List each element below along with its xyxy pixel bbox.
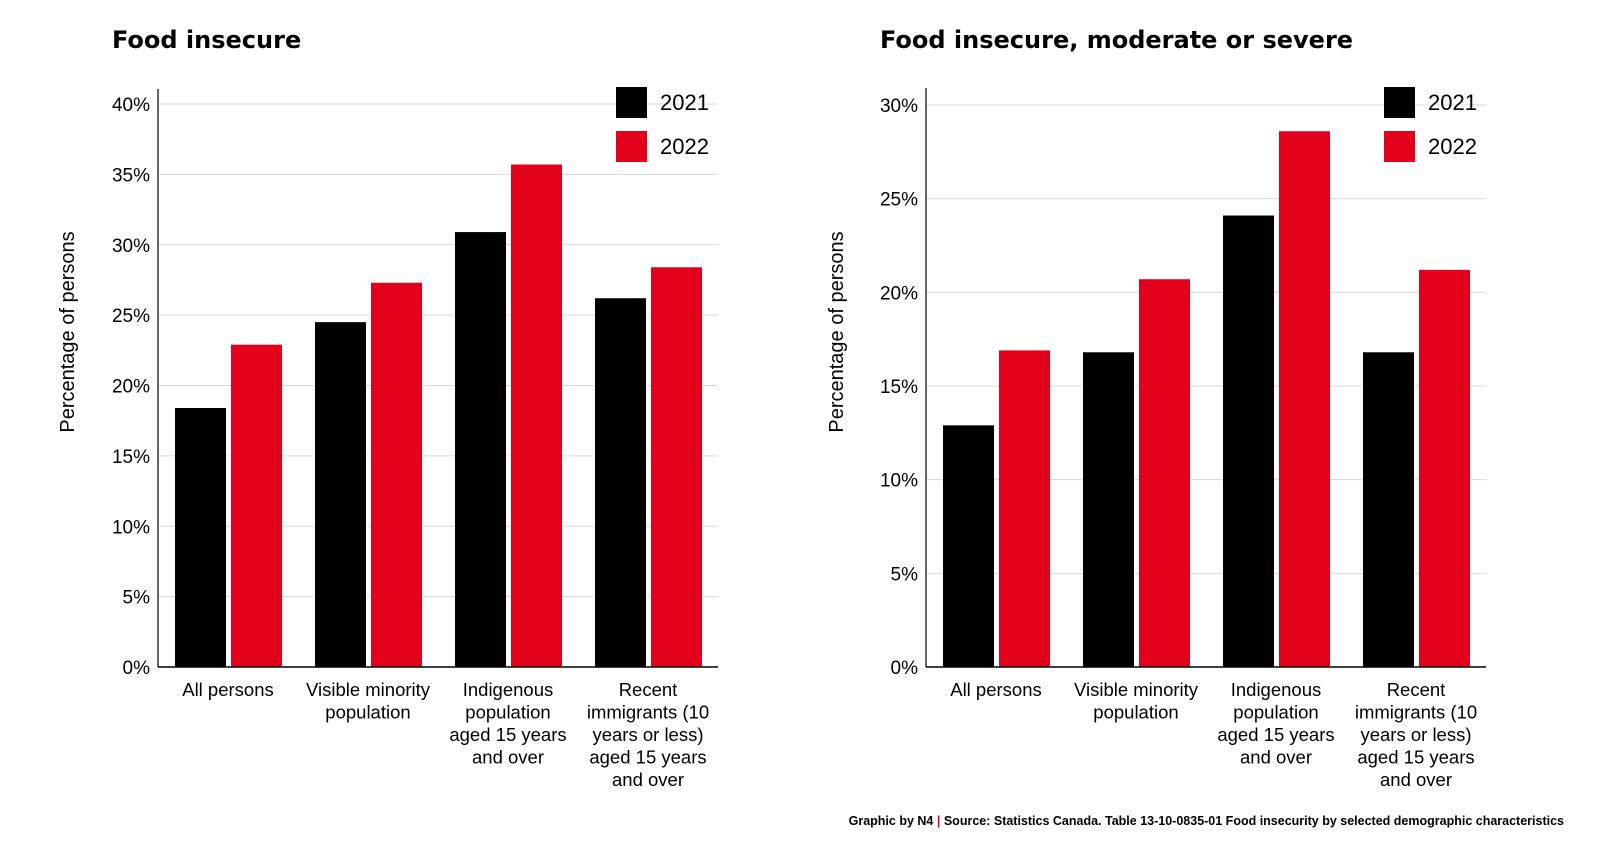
bar-2022 [511, 164, 562, 667]
x-category-label-line: aged 15 years [449, 724, 566, 745]
x-category-label-line: population [1233, 702, 1318, 723]
legend-label-2022: 2022 [1428, 134, 1477, 159]
x-category-label: Recent immigrants (10 years or less) aged 1… [587, 679, 709, 790]
y-tick-label: 30% [112, 236, 150, 257]
bar-2021 [175, 408, 226, 667]
footer-credit: Graphic by N4 | Source: Statistics Canad… [849, 814, 1564, 828]
y-tick-label: 25% [112, 306, 150, 327]
x-category-label-line: immigrants (10 [1355, 702, 1477, 723]
bar-2022 [1279, 131, 1330, 667]
y-tick-label: 15% [880, 377, 918, 398]
x-category-label-line: Recent [619, 679, 678, 700]
bar-2021 [1363, 352, 1414, 667]
x-category-label-line: aged 15 years [589, 747, 706, 768]
bar-2021 [595, 298, 646, 667]
x-category-label-line: immigrants (10 [587, 702, 709, 723]
x-category-label: Indigenous population aged 15 years and ove… [1217, 679, 1334, 768]
legend-label-2021: 2021 [1428, 90, 1477, 115]
legend-label-2021: 2021 [660, 90, 709, 115]
bar-2022 [999, 350, 1050, 667]
footer-separator: | [936, 814, 941, 828]
x-category-label: All persons [950, 679, 1042, 700]
x-category-label-line: aged 15 years [1217, 724, 1334, 745]
y-tick-label: 10% [880, 471, 918, 492]
x-category-label-line: Indigenous [463, 679, 554, 700]
x-category-label-line: aged 15 years [1357, 747, 1474, 768]
x-category-label: Visible minority population [306, 679, 431, 723]
x-category-label-line: All persons [182, 679, 274, 700]
y-tick-label: 20% [112, 377, 150, 398]
bar-2021 [1083, 352, 1134, 667]
legend-label-2022: 2022 [660, 134, 709, 159]
bar-2022 [371, 282, 422, 667]
y-tick-label: 0% [891, 658, 919, 679]
y-tick-label: 0% [123, 658, 151, 679]
legend-swatch-2021 [616, 87, 647, 118]
x-category-label-line: and over [472, 747, 544, 768]
x-category-label-line: population [1093, 702, 1178, 723]
y-axis-label: Percentage of persons [57, 231, 79, 432]
bar-2021 [943, 425, 994, 667]
x-category-label: Visible minority population [1074, 679, 1199, 723]
bar-2022 [1419, 269, 1470, 667]
bar-2022 [651, 267, 702, 667]
bar-2022 [1139, 279, 1190, 667]
x-category-label-line: and over [1240, 747, 1312, 768]
legend-swatch-2022 [1384, 131, 1415, 162]
footer-graphic-credit: Graphic by N4 [848, 814, 934, 828]
x-category-label: Indigenous population aged 15 years and ove… [449, 679, 566, 768]
legend-swatch-2021 [1384, 87, 1415, 118]
bar-2021 [315, 322, 366, 667]
x-category-label-line: years or less) [1360, 724, 1471, 745]
x-category-label-line: and over [1380, 769, 1452, 790]
footer-source: Source: Statistics Canada. Table 13-10-0… [943, 814, 1564, 828]
y-tick-label: 20% [880, 283, 918, 304]
bar-2022 [231, 344, 282, 667]
bar-2021 [1223, 215, 1274, 667]
chart-title: Food insecure, moderate or severe [880, 26, 1353, 54]
x-category-label-line: population [465, 702, 550, 723]
y-tick-label: 5% [891, 564, 919, 585]
y-tick-label: 30% [880, 96, 918, 117]
x-category-label-line: Indigenous [1231, 679, 1322, 700]
legend-swatch-2022 [616, 131, 647, 162]
y-tick-label: 40% [112, 95, 150, 116]
chart-title: Food insecure [112, 26, 301, 54]
y-tick-label: 25% [880, 190, 918, 211]
y-tick-label: 10% [112, 517, 150, 538]
x-category-label: Recent immigrants (10 years or less) aged 1… [1355, 679, 1477, 790]
x-category-label-line: All persons [950, 679, 1042, 700]
x-category-label-line: years or less) [592, 724, 703, 745]
x-category-label-line: Visible minority [1074, 679, 1199, 700]
y-tick-label: 5% [123, 588, 151, 609]
x-category-label-line: Recent [1387, 679, 1446, 700]
y-tick-label: 35% [112, 165, 150, 186]
x-category-label-line: Visible minority [306, 679, 431, 700]
x-category-label-line: population [325, 702, 410, 723]
x-category-label-line: and over [612, 769, 684, 790]
x-category-label: All persons [182, 679, 274, 700]
y-axis-label: Percentage of persons [826, 231, 848, 432]
y-tick-label: 15% [112, 447, 150, 468]
bar-2021 [455, 232, 506, 667]
